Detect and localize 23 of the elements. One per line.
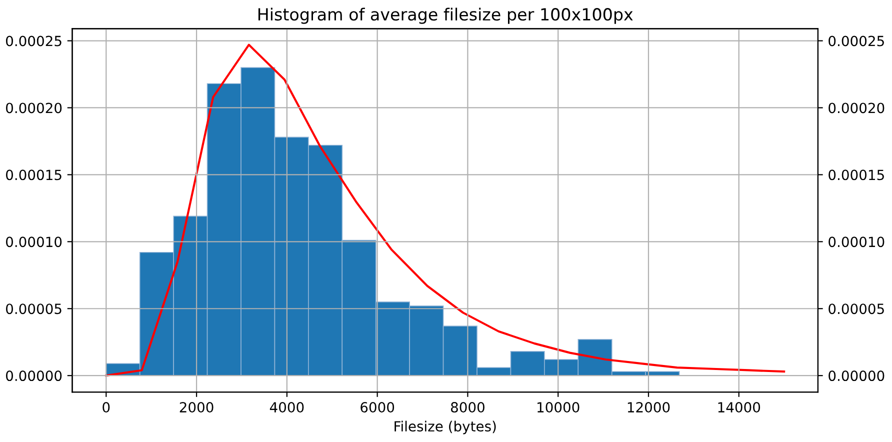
y2-tick-label: 0.00005 xyxy=(828,304,884,314)
y-tick-label: 0.00010 xyxy=(6,236,62,248)
y-tick-label: 0.00020 xyxy=(6,102,62,114)
y2-tick-label: 0.00025 xyxy=(828,36,884,46)
x-axis-title: Filesize (bytes) xyxy=(394,420,496,434)
x-tick-label: 0 xyxy=(102,402,110,413)
x-tick-label: 8000 xyxy=(450,402,484,413)
y-tick-label: 0.00000 xyxy=(6,370,62,382)
x-tick-label: 6000 xyxy=(360,402,394,413)
x-tick-label: 2000 xyxy=(180,402,214,413)
y2-tick-label: 0.00010 xyxy=(828,236,884,248)
x-tick-label: 14000 xyxy=(718,402,760,413)
y2-tick-label: 0.00000 xyxy=(828,370,884,382)
x-tick-label: 12000 xyxy=(628,402,670,413)
x-tick-label: 10000 xyxy=(538,402,580,413)
y-tick-label: 0.00025 xyxy=(6,36,62,46)
y-tick-label: 0.00015 xyxy=(6,170,62,180)
y-tick-label: 0.00005 xyxy=(6,304,62,314)
chart-title: Histogram of average filesize per 100x100px xyxy=(258,8,633,24)
x-tick-label: 4000 xyxy=(270,402,304,413)
line-series xyxy=(105,44,786,377)
y2-tick-label: 0.00020 xyxy=(828,102,884,114)
y2-tick-label: 0.00015 xyxy=(828,170,884,180)
